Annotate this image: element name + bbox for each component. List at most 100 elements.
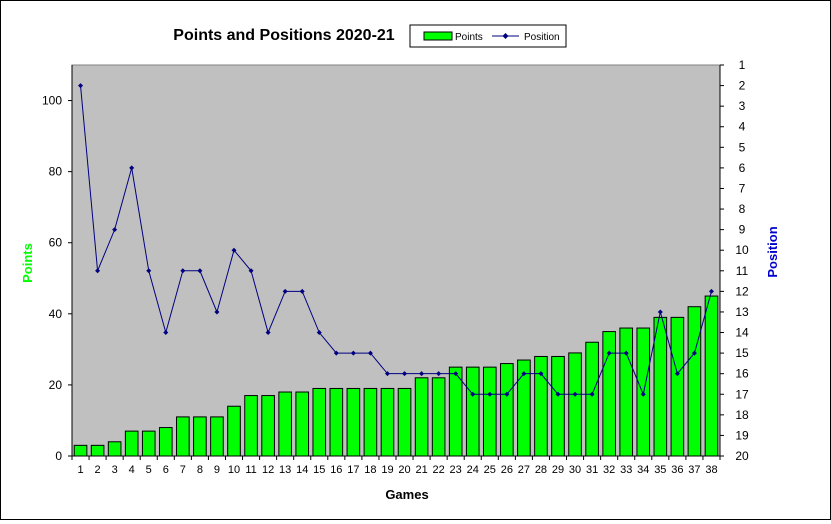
- position-point-27: [521, 371, 527, 377]
- position-point-11: [248, 268, 254, 274]
- position-point-26: [504, 391, 510, 397]
- points-bars: [73, 295, 719, 457]
- points-bar-22: [431, 377, 446, 457]
- position-point-18: [367, 350, 373, 356]
- x-tick-label-10: 10: [228, 464, 240, 476]
- x-tick-label-29: 29: [552, 464, 564, 476]
- x-tick-label-25: 25: [484, 464, 496, 476]
- x-tick-label-15: 15: [313, 464, 325, 476]
- x-tick-label-1: 1: [77, 464, 83, 476]
- left-tick-label-40: 40: [49, 307, 63, 321]
- x-tick-label-38: 38: [705, 464, 717, 476]
- points-bar-12: [261, 395, 275, 457]
- position-point-22: [436, 371, 442, 377]
- position-point-38: [708, 288, 714, 294]
- x-tick-label-20: 20: [398, 464, 410, 476]
- points-bar-10: [227, 405, 241, 457]
- points-bar-13: [278, 391, 292, 457]
- position-point-20: [402, 371, 408, 377]
- position-point-24: [470, 391, 476, 397]
- legend-points-swatch: [423, 31, 453, 41]
- position-point-3: [112, 227, 118, 233]
- points-bar-29: [551, 355, 565, 457]
- points-bar-17: [346, 387, 361, 457]
- x-tick-label-14: 14: [296, 464, 308, 476]
- position-point-16: [333, 350, 339, 356]
- position-point-13: [282, 288, 288, 294]
- x-axis-title: Games: [385, 487, 428, 502]
- x-tick-label-35: 35: [654, 464, 666, 476]
- x-tick-label-26: 26: [501, 464, 513, 476]
- right-tick-label-20: 20: [735, 449, 749, 463]
- points-bar-35: [653, 316, 668, 457]
- position-point-35: [657, 309, 663, 315]
- position-point-25: [487, 391, 493, 397]
- position-point-32: [606, 350, 612, 356]
- position-point-9: [214, 309, 220, 315]
- right-axis-title: Position: [765, 226, 780, 277]
- points-bar-20: [397, 387, 412, 457]
- position-point-30: [572, 391, 578, 397]
- x-tick-label-8: 8: [197, 464, 203, 476]
- position-point-19: [384, 371, 390, 377]
- position-point-15: [316, 330, 322, 336]
- points-bar-11: [244, 395, 258, 457]
- x-tick-label-33: 33: [620, 464, 632, 476]
- x-tick-label-23: 23: [450, 464, 462, 476]
- x-tick-label-37: 37: [688, 464, 700, 476]
- position-point-7: [180, 268, 186, 274]
- right-tick-label-16: 16: [735, 367, 749, 381]
- legend-position-marker: [502, 33, 509, 39]
- legend: Points Position: [409, 24, 567, 48]
- x-tick-label-17: 17: [347, 464, 359, 476]
- points-bar-2: [90, 444, 105, 457]
- right-tick-label-5: 5: [739, 140, 746, 154]
- position-point-2: [95, 268, 101, 274]
- legend-position-label: Position: [524, 32, 560, 43]
- x-tick-label-3: 3: [112, 464, 118, 476]
- x-tick-label-27: 27: [518, 464, 530, 476]
- position-point-23: [453, 371, 459, 377]
- x-tick-label-6: 6: [163, 464, 169, 476]
- x-tick-label-16: 16: [330, 464, 342, 476]
- left-tick-label-20: 20: [49, 378, 63, 392]
- points-bar-14: [295, 391, 310, 457]
- points-bar-6: [158, 427, 173, 457]
- x-tick-label-30: 30: [569, 464, 581, 476]
- position-point-29: [555, 391, 561, 397]
- x-tick-label-36: 36: [671, 464, 683, 476]
- position-point-31: [589, 391, 595, 397]
- right-tick-label-9: 9: [739, 223, 746, 237]
- left-tick-label-100: 100: [42, 94, 62, 108]
- legend-box: [409, 24, 567, 48]
- points-bar-18: [363, 387, 378, 457]
- x-tick-label-5: 5: [146, 464, 152, 476]
- points-bar-24: [465, 366, 480, 457]
- right-tick-label-7: 7: [739, 181, 746, 195]
- points-bar-37: [687, 306, 702, 457]
- right-tick-label-6: 6: [739, 161, 746, 175]
- position-line-series: [78, 83, 714, 397]
- right-tick-label-10: 10: [735, 243, 749, 257]
- right-tick-label-15: 15: [735, 346, 749, 360]
- x-tick-label-2: 2: [95, 464, 101, 476]
- right-tick-label-19: 19: [735, 428, 749, 442]
- points-bar-26: [500, 363, 514, 457]
- position-point-6: [163, 330, 169, 336]
- position-point-28: [538, 371, 544, 377]
- points-bar-23: [448, 366, 463, 457]
- position-line: [80, 85, 712, 396]
- points-bar-21: [414, 377, 429, 457]
- x-axis-ticks: 1 2 3 4 5 6 7 8 9 10 11 12 13 14 15 16 17 18 19 20 21 22 23 24 2…: [71, 456, 721, 476]
- x-tick-label-19: 19: [381, 464, 393, 476]
- position-point-4: [129, 165, 135, 171]
- x-tick-label-7: 7: [180, 464, 186, 476]
- right-tick-label-18: 18: [735, 408, 749, 422]
- position-point-36: [674, 371, 680, 377]
- right-tick-label-8: 8: [739, 202, 746, 216]
- points-bar-31: [585, 341, 599, 457]
- points-bar-32: [602, 331, 616, 457]
- points-bar-30: [568, 352, 582, 457]
